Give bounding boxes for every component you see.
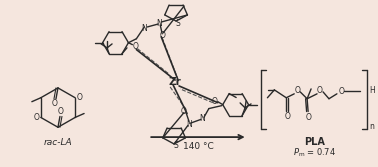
Text: S: S <box>176 19 180 28</box>
Text: O: O <box>58 107 64 116</box>
Text: O: O <box>76 93 82 102</box>
Text: rac-LA: rac-LA <box>43 137 72 146</box>
Text: O: O <box>317 86 323 95</box>
Text: H: H <box>369 86 375 95</box>
Text: n: n <box>369 122 374 131</box>
Text: PLA: PLA <box>304 137 324 147</box>
Text: O: O <box>284 112 290 121</box>
Text: O: O <box>34 113 40 122</box>
Text: S: S <box>174 141 178 150</box>
Text: N: N <box>186 120 192 129</box>
Text: O: O <box>212 97 218 106</box>
Text: N: N <box>199 114 205 123</box>
Text: 140 °C: 140 °C <box>183 142 213 151</box>
Text: O: O <box>294 86 300 95</box>
Text: N: N <box>156 19 162 28</box>
Text: O: O <box>132 42 138 51</box>
Text: O: O <box>305 113 311 122</box>
Text: O: O <box>159 31 165 40</box>
Text: N: N <box>141 24 147 33</box>
Text: O: O <box>339 87 345 96</box>
Text: O: O <box>52 99 58 108</box>
Text: $\mathit{P}_{\mathrm{m}}$ = 0.74: $\mathit{P}_{\mathrm{m}}$ = 0.74 <box>293 147 336 159</box>
Text: O: O <box>181 107 187 116</box>
Text: Zr: Zr <box>169 77 181 87</box>
